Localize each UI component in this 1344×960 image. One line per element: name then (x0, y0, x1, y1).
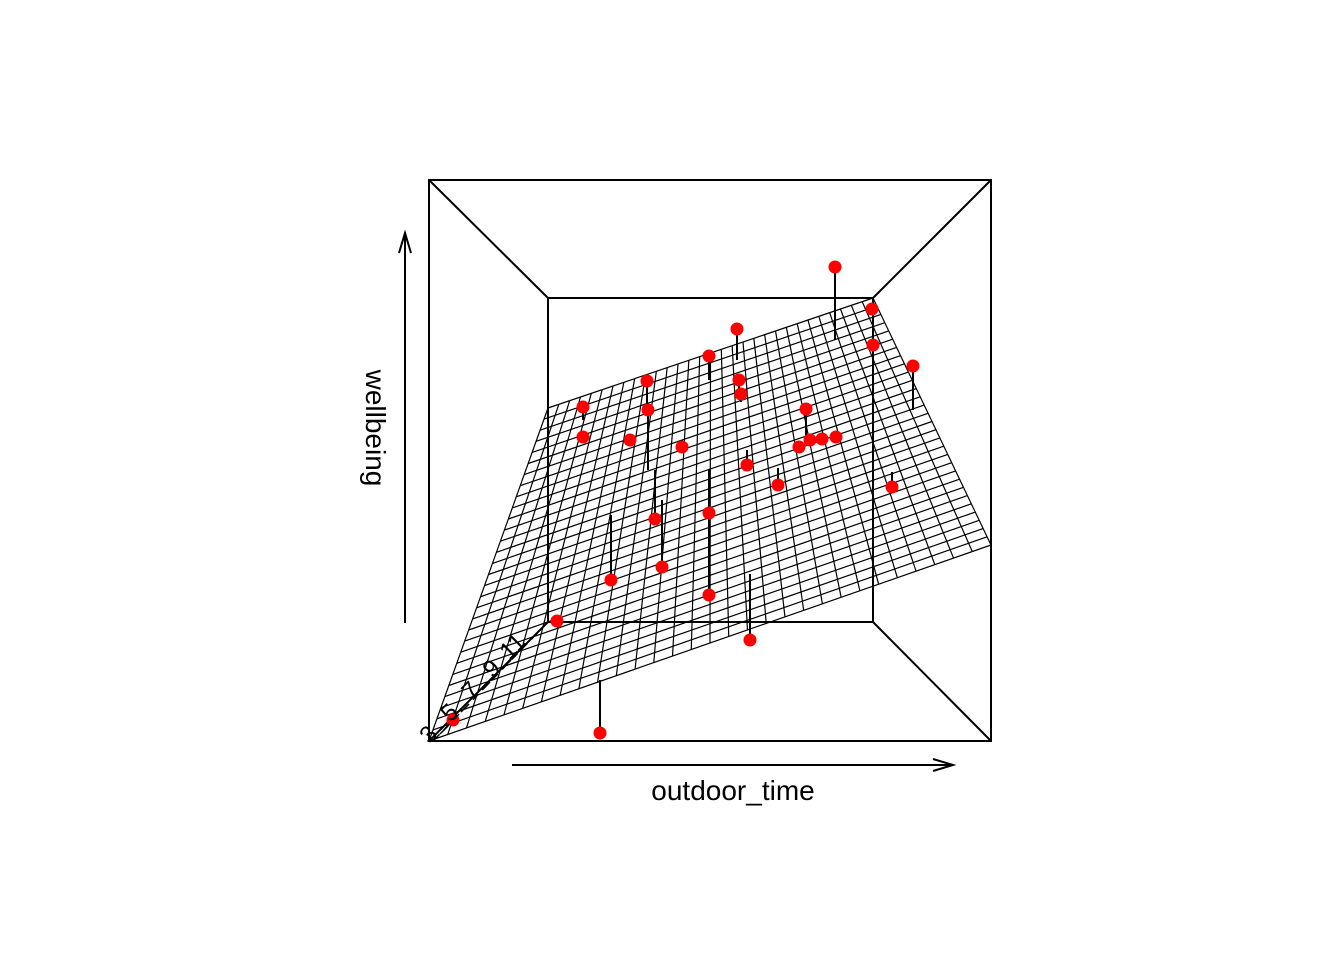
data-point (815, 432, 829, 446)
data-point (799, 402, 813, 416)
data-point (576, 430, 590, 444)
data-point (604, 573, 618, 587)
data-point (655, 560, 669, 574)
data-point (771, 478, 785, 492)
data-point (641, 403, 655, 417)
box-edge-top-left (428, 179, 549, 299)
data-point (623, 433, 637, 447)
data-point (829, 430, 843, 444)
data-point (740, 458, 754, 472)
mesh-line (872, 297, 992, 546)
data-point (675, 440, 689, 454)
x-axis-arrow (512, 758, 957, 772)
x-arrow-head (932, 758, 957, 772)
data-point (803, 433, 817, 447)
data-point (792, 440, 806, 454)
data-point (828, 260, 842, 274)
data-point (865, 302, 879, 316)
residual-stems (452, 267, 914, 733)
mesh-line (535, 322, 885, 442)
data-point (648, 512, 662, 526)
data-point (702, 349, 716, 363)
data-point (702, 588, 716, 602)
box-edge-top-right (872, 179, 992, 299)
front-face (428, 179, 992, 742)
mesh-line (527, 338, 893, 465)
y-axis-label: wellbeing (360, 369, 391, 487)
mesh-line (861, 301, 973, 552)
x-axis-label: outdoor_time (651, 775, 814, 806)
data-point (730, 322, 744, 336)
box-edge-bottom-right (872, 621, 992, 742)
data-point (576, 400, 590, 414)
data-point (550, 614, 564, 628)
regression-plane-mesh (428, 297, 992, 742)
data-points (446, 260, 920, 740)
mesh-line (539, 313, 882, 431)
data-point (743, 633, 757, 647)
mesh-line (543, 305, 878, 420)
data-point (732, 373, 746, 387)
data-point (866, 338, 880, 352)
data-point (885, 480, 899, 494)
mesh-line (839, 308, 936, 565)
y-arrow-head (398, 229, 412, 254)
data-point (702, 506, 716, 520)
data-point (906, 359, 920, 373)
mesh-line (829, 312, 917, 572)
y-axis-arrow (398, 229, 412, 623)
data-point (734, 387, 748, 401)
data-point (593, 726, 607, 740)
data-point (640, 374, 654, 388)
mesh-line (531, 330, 889, 453)
